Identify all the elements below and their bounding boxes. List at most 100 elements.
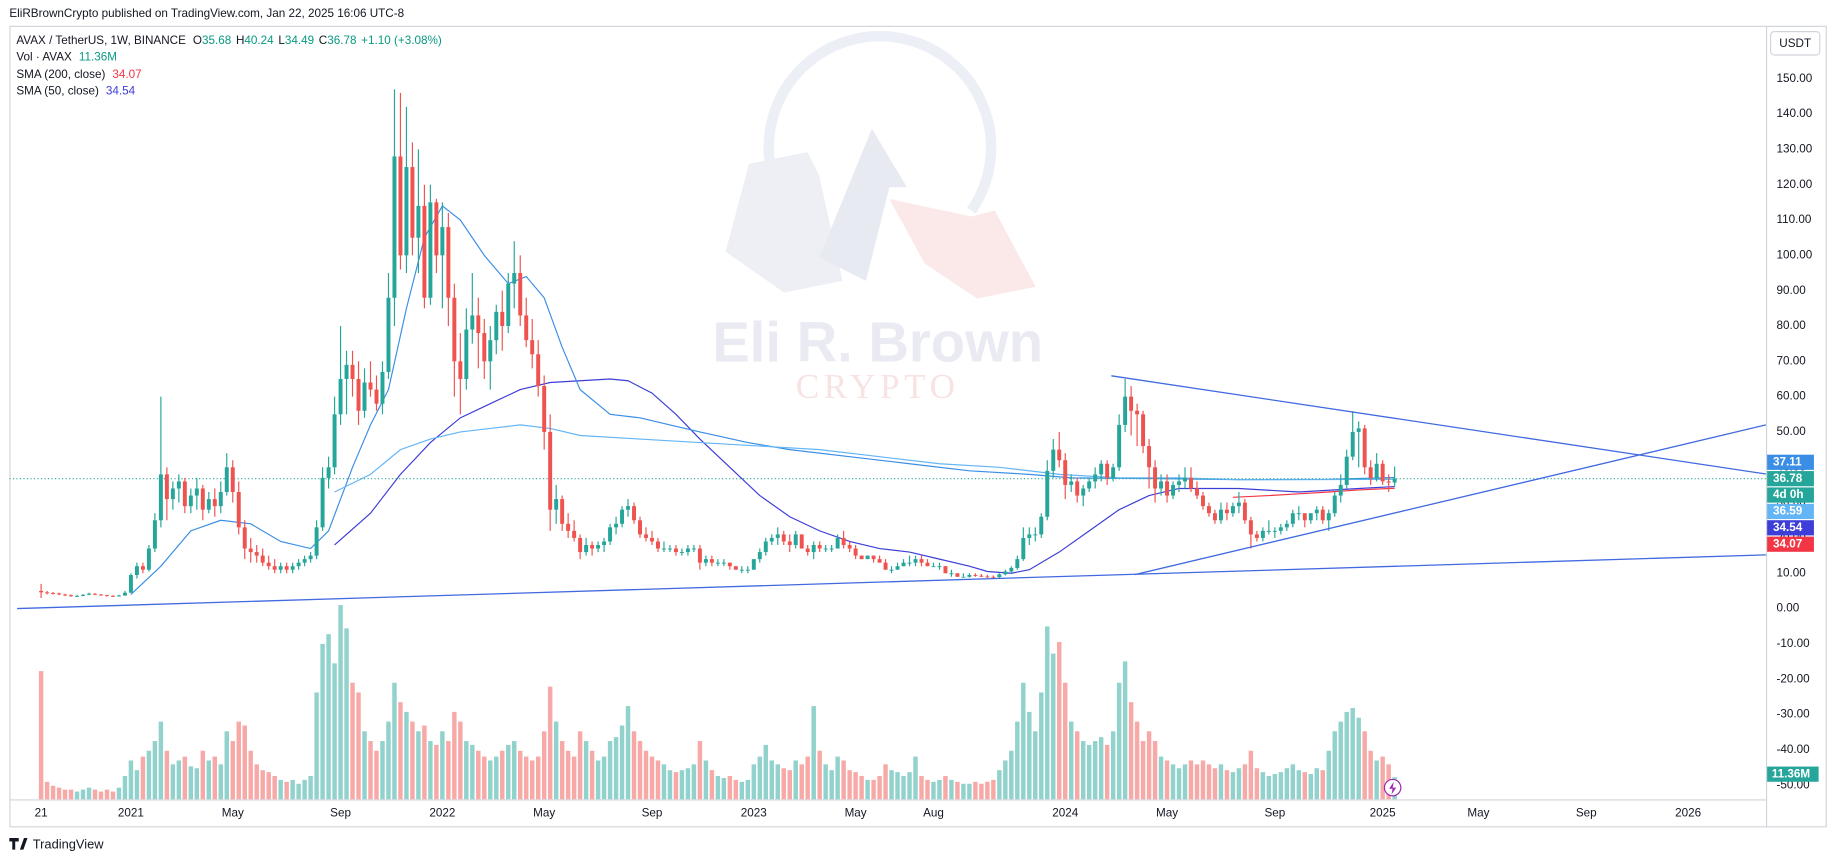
candle-body <box>793 534 798 545</box>
volume-bar <box>745 779 751 800</box>
candle-body <box>1093 474 1098 482</box>
x-tick-label: 2023 <box>741 806 767 819</box>
candle-body <box>721 562 726 564</box>
volume-bar <box>218 764 223 800</box>
volume-bar <box>553 721 559 800</box>
volume-bar <box>320 643 325 800</box>
y-tick-label: -20.00 <box>1776 672 1810 685</box>
candle-body <box>853 548 858 556</box>
candle-body <box>745 569 750 571</box>
volume-bar <box>1374 760 1379 800</box>
candle-body <box>476 315 481 334</box>
volume-bar <box>979 783 984 800</box>
volume-bar <box>1003 760 1008 800</box>
volume-bar <box>290 779 295 800</box>
y-tick-label: 90.00 <box>1776 284 1806 297</box>
volume-bar <box>907 772 912 800</box>
volume-bar <box>332 663 337 800</box>
volume-bar <box>476 750 481 800</box>
candle-body <box>901 562 906 567</box>
price-badge <box>1767 471 1814 487</box>
candle-body <box>1248 520 1253 535</box>
candle-body <box>1332 495 1337 514</box>
candle-body <box>584 544 589 553</box>
volume-bar <box>943 776 948 800</box>
candle-body <box>913 559 918 563</box>
volume-bar <box>565 750 571 800</box>
candle-body <box>224 467 229 493</box>
volume-bar <box>356 692 361 800</box>
candle-body <box>733 566 738 570</box>
volume-bar <box>338 605 343 800</box>
currency-box[interactable] <box>1770 31 1821 56</box>
candle-body <box>1159 481 1164 489</box>
volume-bar <box>775 764 780 800</box>
candle-body <box>1284 523 1289 528</box>
candle-body <box>1302 513 1307 521</box>
candle-body <box>350 364 355 379</box>
candle-body <box>829 548 834 550</box>
volume-bar <box>1158 756 1164 800</box>
volume-bar <box>374 750 379 800</box>
candle-body <box>560 499 565 524</box>
candle-body <box>302 559 307 563</box>
candle-body <box>122 592 127 596</box>
candle-body <box>356 378 361 411</box>
candle-body <box>859 555 864 560</box>
volume-bar <box>883 764 888 800</box>
volume-bar <box>835 756 840 800</box>
volume-bar <box>625 706 631 800</box>
volume-bar <box>242 725 247 800</box>
y-tick-label: 10.00 <box>1776 566 1806 579</box>
x-tick-label: 2026 <box>1675 806 1701 819</box>
volume-bar <box>164 750 170 800</box>
candle-body <box>1350 431 1355 457</box>
candle-body <box>656 541 660 549</box>
candle-body <box>500 311 505 327</box>
volume-bar <box>697 741 703 800</box>
volume-bar <box>500 750 505 800</box>
volume-bar <box>266 772 271 800</box>
candle-body <box>542 386 547 432</box>
sma50-value: 34.54 <box>106 84 136 97</box>
candle-body <box>39 590 44 593</box>
candle-body <box>374 389 379 404</box>
candle-body <box>991 576 996 578</box>
watermark-arc <box>763 30 997 214</box>
volume-bar <box>1230 772 1236 800</box>
volume-bar <box>1063 682 1068 800</box>
volume-bar <box>823 764 828 800</box>
volume-bar <box>925 779 930 800</box>
volume-bar <box>1080 741 1086 800</box>
volume-bar <box>104 789 110 800</box>
volume-bar <box>224 731 229 800</box>
candle-body <box>608 527 613 542</box>
volume-bar <box>859 776 864 800</box>
candle-body <box>572 530 577 538</box>
candle-body <box>116 595 121 597</box>
volume-bar <box>643 750 649 800</box>
volume-bar <box>44 781 50 800</box>
candle-body <box>344 364 349 379</box>
candle-body <box>973 575 978 576</box>
candle-body <box>1236 502 1241 507</box>
candle-body <box>811 544 816 553</box>
volume-bar <box>74 791 80 800</box>
candle-body <box>63 594 68 596</box>
candle-body <box>308 555 313 560</box>
y-tick-label: 0.00 <box>1776 602 1799 615</box>
volume-bar <box>1350 708 1355 800</box>
price-badge-label: 37.11 <box>1773 455 1802 468</box>
volume-bar <box>494 756 499 800</box>
volume-bar <box>380 741 385 800</box>
volume-bar <box>236 721 241 800</box>
volume-bar <box>1296 770 1302 800</box>
candle-body <box>1153 467 1158 489</box>
candle-body <box>1129 396 1134 411</box>
alert-bolt <box>1389 781 1397 795</box>
volume-bar <box>122 776 128 800</box>
volume-bar <box>1362 731 1367 800</box>
candle-body <box>398 156 403 256</box>
volume-bar <box>1248 750 1254 800</box>
